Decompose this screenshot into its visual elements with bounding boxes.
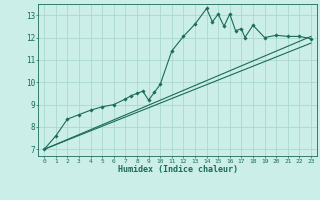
X-axis label: Humidex (Indice chaleur): Humidex (Indice chaleur) xyxy=(118,165,238,174)
